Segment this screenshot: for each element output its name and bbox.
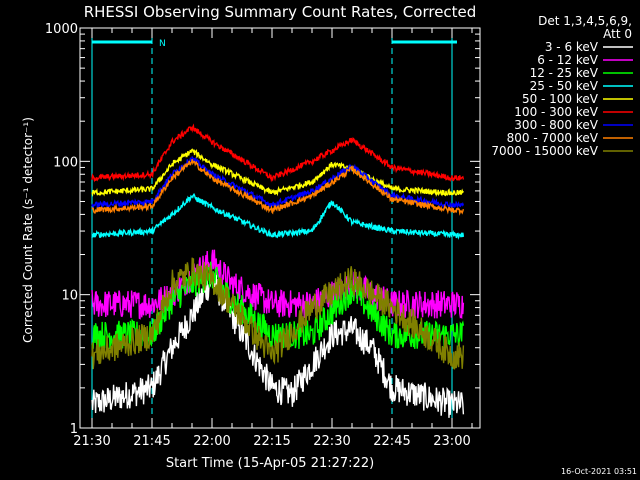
legend-label: 300 - 800 keV [514, 118, 598, 132]
x-tick-label: 22:45 [373, 434, 410, 449]
legend-label: 800 - 7000 keV [507, 131, 599, 145]
series-line [91, 123, 465, 183]
annotation-label: N [159, 39, 166, 49]
legend-label: 100 - 300 keV [514, 105, 598, 119]
series-line [91, 249, 465, 320]
legend-title-line-1: Det 1,3,4,5,6,9, [538, 14, 632, 28]
legend-title-line-2: Att 0 [603, 27, 632, 41]
legend-label: 12 - 25 keV [530, 66, 599, 80]
legend-label: 50 - 100 keV [522, 92, 599, 106]
series-line [91, 257, 465, 370]
y-tick-label: 1 [70, 422, 78, 437]
series-line [91, 156, 465, 209]
plot-frame [79, 27, 481, 429]
series-line [91, 270, 465, 418]
x-axis-label: Start Time (15-Apr-05 21:27:22) [166, 456, 374, 471]
y-tick-label: 100 [53, 155, 78, 170]
series-group [91, 123, 465, 418]
chart-title: RHESSI Observing Summary Count Rates, Co… [84, 3, 477, 21]
series-line [91, 192, 465, 241]
series-line [91, 261, 465, 350]
x-tick-label: 22:30 [313, 434, 350, 449]
legend-label: 25 - 50 keV [530, 79, 599, 93]
series-line [91, 148, 464, 198]
series-line [91, 159, 465, 216]
legend-label: 3 - 6 keV [545, 40, 599, 54]
legend-label: 7000 - 15000 keV [491, 144, 598, 158]
legend-label: 6 - 12 keV [537, 53, 599, 67]
x-tick-label: 23:00 [433, 434, 470, 449]
y-tick-label: 1000 [45, 22, 78, 37]
timestamp: 16-Oct-2021 03:51 [561, 467, 637, 476]
x-tick-label: 21:45 [133, 434, 170, 449]
y-axis-label: Corrected Count Rate (s⁻¹ detector⁻¹) [21, 117, 35, 343]
x-tick-label: 22:15 [253, 434, 290, 449]
y-tick-label: 10 [61, 289, 78, 304]
x-tick-label: 21:30 [73, 434, 110, 449]
x-tick-label: 22:00 [193, 434, 230, 449]
night-boundaries: N [91, 28, 457, 428]
axes: 1 10 100 1000 21:30 21:45 22:00 22:15 22:30 22:45… [45, 22, 481, 449]
